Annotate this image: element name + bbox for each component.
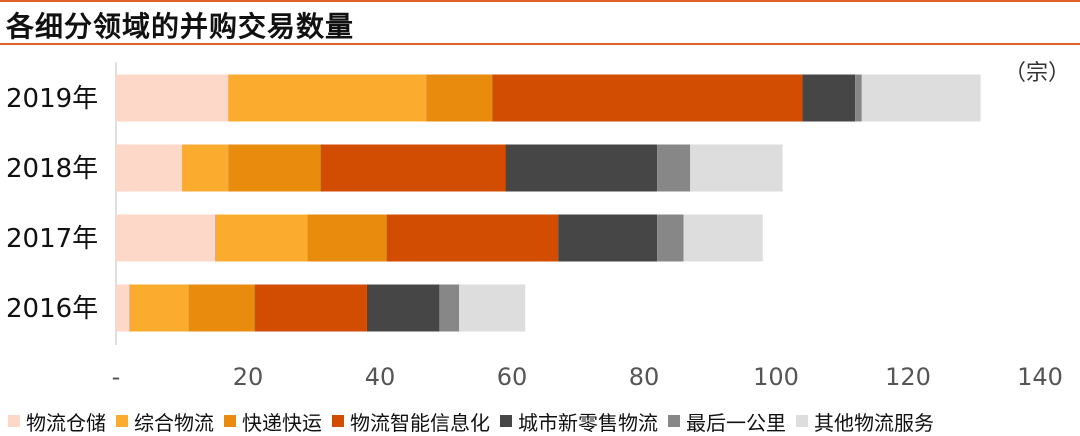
bar-segment-1-0 xyxy=(116,144,182,192)
legend-item: 综合物流 xyxy=(116,407,214,436)
bar-segment-2-5 xyxy=(657,214,684,262)
legend-swatch xyxy=(668,415,680,427)
legend-label: 物流仓储 xyxy=(26,410,106,435)
legend-item: 快递快运 xyxy=(224,407,322,436)
legend-swatch xyxy=(332,415,344,427)
legend-label: 综合物流 xyxy=(134,410,214,435)
title-bottom-rule xyxy=(0,43,1080,45)
bar-segment-1-1 xyxy=(182,144,229,192)
chart-title: 各细分领域的并购交易数量 xyxy=(6,10,355,43)
legend-label: 快递快运 xyxy=(242,410,322,435)
chart-legend: 物流仓储 综合物流 快递快运 物流智能信息化 城市新零售物流 最后一公里 其他物流服务 xyxy=(8,407,944,436)
x-tick-label: 60 xyxy=(497,363,528,391)
bar-segment-2-3 xyxy=(386,214,559,262)
bar-segment-3-2 xyxy=(188,284,255,332)
legend-swatch xyxy=(224,415,236,427)
x-tick-label: 140 xyxy=(1017,363,1063,391)
bar-segment-3-3 xyxy=(254,284,367,332)
bar-segment-3-1 xyxy=(129,284,189,332)
legend-label: 最后一公里 xyxy=(686,410,786,435)
legend-label: 城市新零售物流 xyxy=(518,410,658,435)
bar-segment-1-2 xyxy=(228,144,321,192)
bar-segment-0-5 xyxy=(855,74,862,122)
x-tick-label: 100 xyxy=(753,363,799,391)
legend-swatch xyxy=(116,415,128,427)
category-label: 2016年 xyxy=(6,294,98,324)
bar-segment-1-6 xyxy=(690,144,783,192)
bar-segment-0-1 xyxy=(228,74,427,122)
bar-segment-3-4 xyxy=(366,284,440,332)
bar-segment-2-0 xyxy=(116,214,215,262)
bar-segment-0-3 xyxy=(492,74,803,122)
bar-segment-1-5 xyxy=(657,144,691,192)
category-label: 2019年 xyxy=(6,84,98,114)
bar-segment-1-4 xyxy=(505,144,658,192)
bar-segment-2-1 xyxy=(215,214,308,262)
x-tick-label: 120 xyxy=(885,363,931,391)
legend-item: 物流智能信息化 xyxy=(332,407,490,436)
legend-item: 其他物流服务 xyxy=(796,407,934,436)
category-label: 2017年 xyxy=(6,224,98,254)
bar-segment-2-4 xyxy=(558,214,658,262)
title-bar: 各细分领域的并购交易数量 xyxy=(0,0,1080,45)
legend-label: 物流智能信息化 xyxy=(350,410,490,435)
bar-segment-2-2 xyxy=(307,214,387,262)
bar-segment-2-6 xyxy=(683,214,763,262)
legend-swatch xyxy=(796,415,808,427)
title-top-rule xyxy=(0,0,1080,2)
bar-segment-0-6 xyxy=(861,74,981,122)
bar-segment-1-3 xyxy=(320,144,506,192)
bar-segment-3-6 xyxy=(459,284,526,332)
x-tick-label: 40 xyxy=(365,363,396,391)
legend-swatch xyxy=(8,415,20,427)
legend-item: 城市新零售物流 xyxy=(500,407,658,436)
legend-label: 其他物流服务 xyxy=(814,410,934,435)
x-tick-label: - xyxy=(112,363,121,391)
bar-segment-0-4 xyxy=(802,74,856,122)
x-tick-label: 20 xyxy=(233,363,264,391)
bar-segment-3-0 xyxy=(116,284,130,332)
legend-item: 物流仓储 xyxy=(8,407,106,436)
x-tick-label: 80 xyxy=(629,363,660,391)
legend-item: 最后一公里 xyxy=(668,407,786,436)
legend-swatch xyxy=(500,415,512,427)
bar-segment-0-2 xyxy=(426,74,493,122)
bar-segment-0-0 xyxy=(116,74,229,122)
unit-label: （宗） xyxy=(1004,61,1070,86)
category-label: 2018年 xyxy=(6,154,98,184)
bar-segment-3-5 xyxy=(439,284,460,332)
